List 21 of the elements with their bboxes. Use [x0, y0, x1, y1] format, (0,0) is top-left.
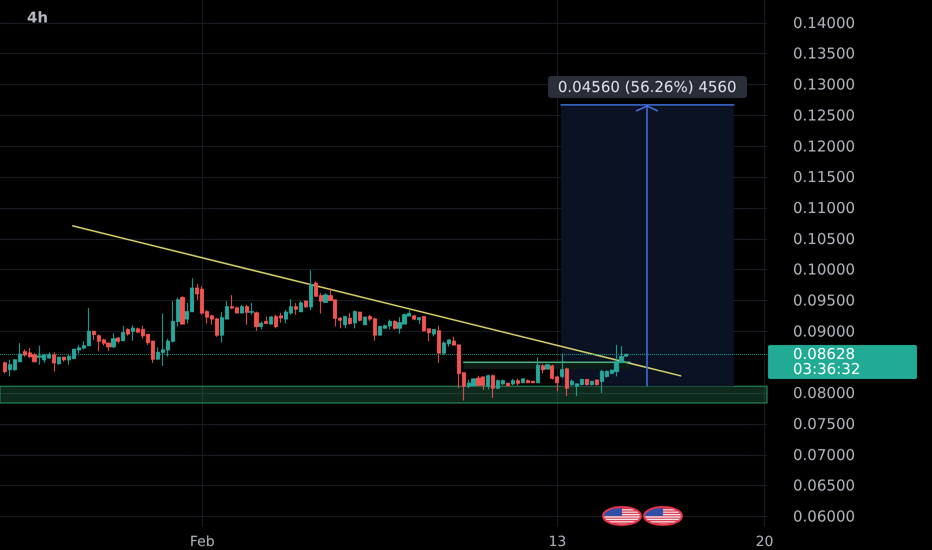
y-tick-label: 0.11000: [793, 198, 856, 217]
x-tick-label: Feb: [190, 534, 215, 550]
y-tick-label: 0.13000: [793, 76, 856, 94]
y-tick-label: 0.09000: [793, 322, 856, 340]
text: 4h: [27, 8, 48, 26]
x-tick-label: 20: [756, 534, 774, 550]
y-tick-label: 0.10500: [793, 230, 856, 248]
y-tick-label: 0.10000: [793, 260, 856, 279]
y-tick-label: 0.07500: [793, 414, 856, 433]
y-tick-label: 0.08000: [793, 384, 856, 402]
y-tick-label: 0.09500: [793, 292, 856, 310]
y-tick-label: 0.06500: [793, 476, 856, 495]
y-tick-label: 0.06000: [793, 508, 856, 526]
y-tick-label: 0.12000: [793, 137, 856, 156]
y-tick-label: 0.13500: [793, 44, 856, 63]
y-tick-label: 0.14000: [793, 14, 856, 32]
y-tick-label: 0.11500: [793, 168, 856, 186]
x-tick-label: 13: [548, 534, 566, 550]
annotation: 0.04560 (56.26%) 4560: [548, 76, 747, 98]
y-tick-label: 0.07000: [793, 446, 856, 464]
y-tick-label: 0.12500: [793, 106, 856, 124]
